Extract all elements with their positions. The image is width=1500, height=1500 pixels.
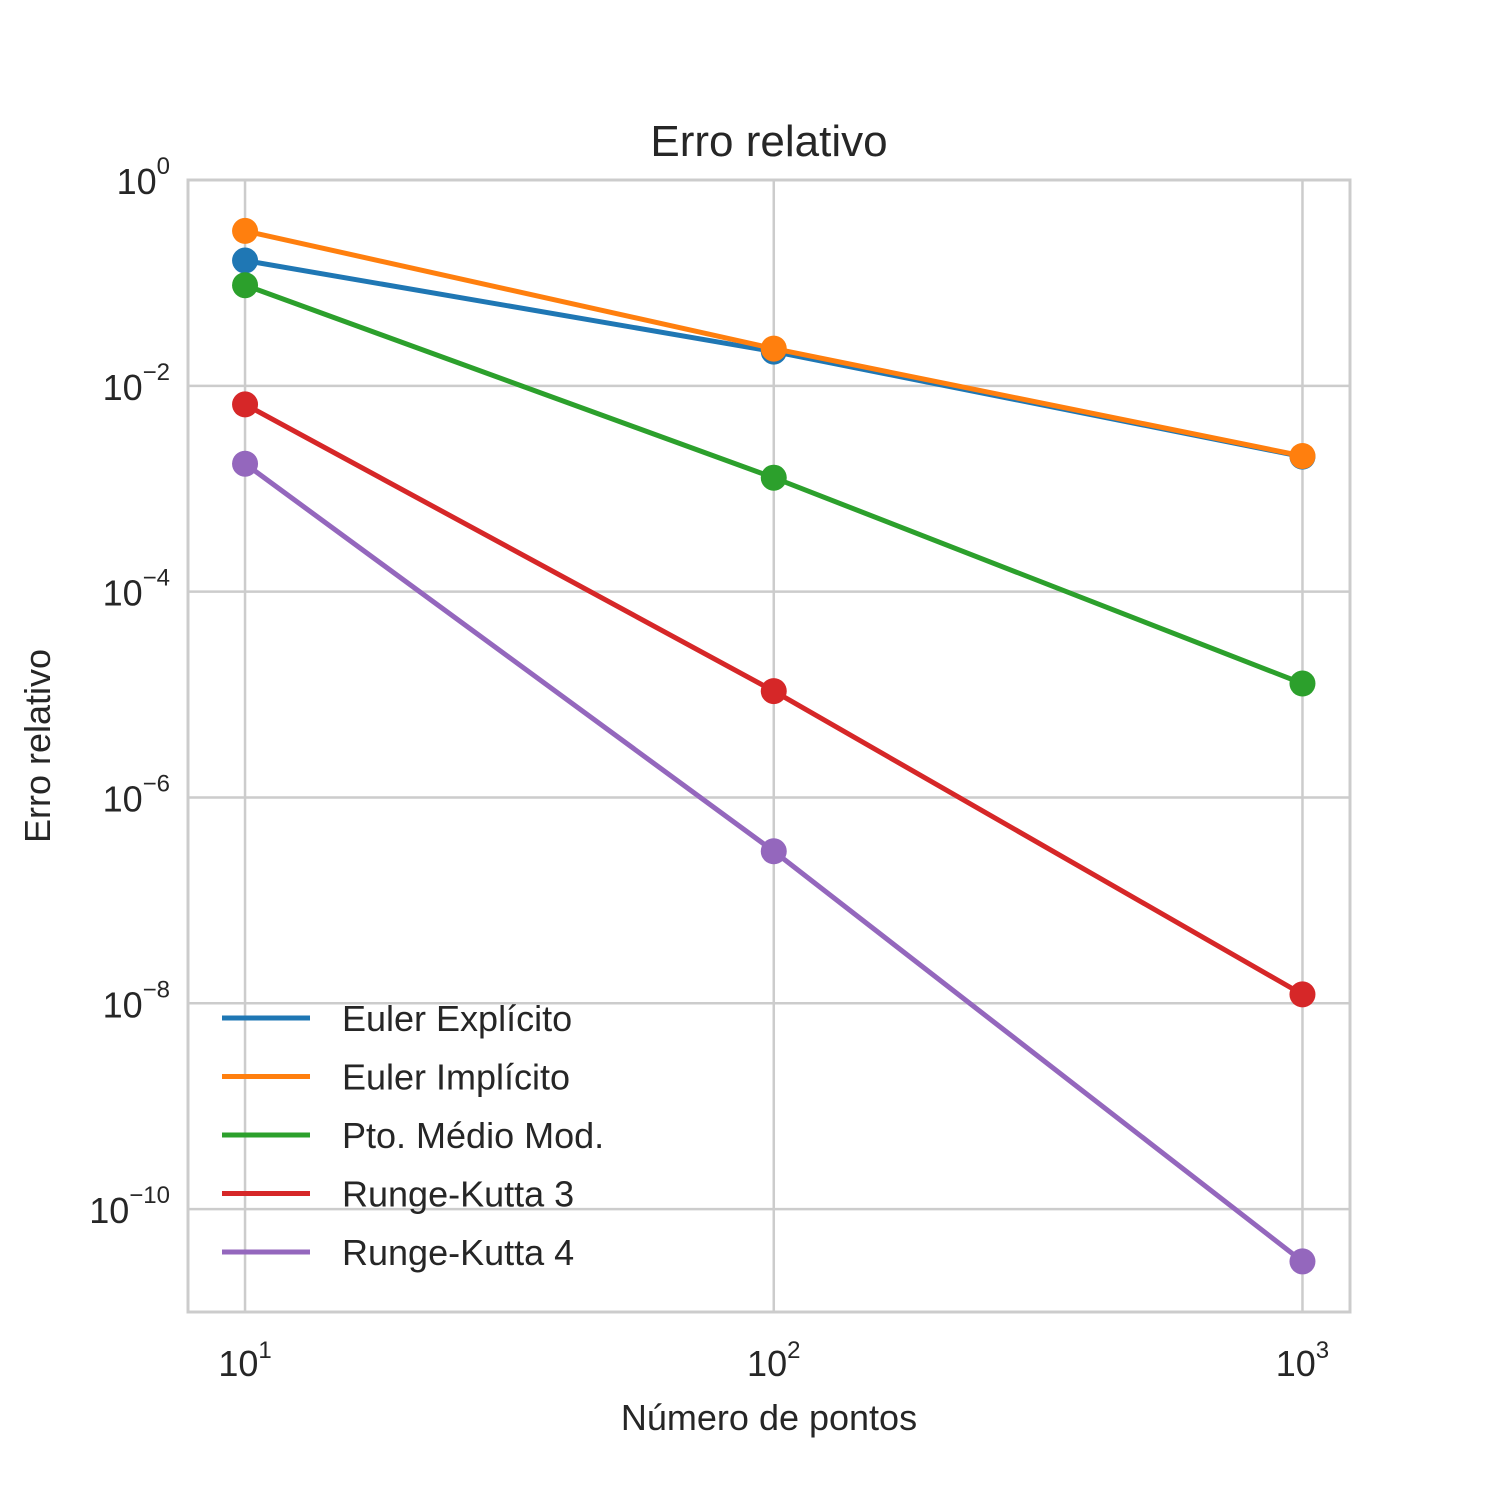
x-tick-labels: 101 102 103 <box>218 1337 1329 1384</box>
legend-label: Euler Implícito <box>342 1057 570 1098</box>
legend-item: Euler Explícito <box>222 998 572 1039</box>
data-point <box>232 217 259 244</box>
y-tick-label: 10−8 <box>103 976 170 1025</box>
data-point <box>760 335 787 362</box>
data-point <box>1289 442 1316 469</box>
y-tick-label: 100 <box>117 153 170 202</box>
y-axis-label: Erro relativo <box>17 649 58 843</box>
data-point <box>1289 1248 1316 1275</box>
y-tick-label: 10−6 <box>103 770 170 819</box>
data-point <box>1289 670 1316 697</box>
series-runge-kutta-4 <box>232 450 1316 1275</box>
y-tick-labels: 100 10−2 10−4 10−6 10−8 10−10 <box>89 153 170 1231</box>
x-tick-label: 103 <box>1276 1337 1329 1384</box>
legend-item: Runge-Kutta 3 <box>222 1174 574 1215</box>
legend-label: Runge-Kutta 4 <box>342 1232 574 1273</box>
y-tick-label: 10−4 <box>103 565 170 614</box>
y-tick-label: 10−10 <box>89 1182 170 1231</box>
legend-item: Runge-Kutta 4 <box>222 1232 574 1273</box>
data-point <box>760 678 787 705</box>
legend-label: Pto. Médio Mod. <box>342 1115 604 1156</box>
data-point <box>232 391 259 418</box>
chart-title: Erro relativo <box>650 117 887 166</box>
x-tick-label: 102 <box>747 1337 800 1384</box>
legend-item: Pto. Médio Mod. <box>222 1115 604 1156</box>
series-layer <box>232 217 1316 1275</box>
legend-item: Euler Implícito <box>222 1057 570 1098</box>
series-runge-kutta-3 <box>232 391 1316 1008</box>
y-tick-label: 10−2 <box>103 359 170 408</box>
legend-label: Runge-Kutta 3 <box>342 1174 574 1215</box>
data-point <box>232 247 259 274</box>
legend-label: Euler Explícito <box>342 998 572 1039</box>
series-pto-medio-mod <box>232 272 1316 697</box>
plot-frame <box>186 178 1352 1314</box>
data-point <box>760 464 787 491</box>
x-axis-label: Número de pontos <box>621 1397 917 1438</box>
series-euler-implicito <box>232 217 1316 469</box>
data-point <box>760 838 787 865</box>
data-point <box>1289 981 1316 1008</box>
x-tick-label: 101 <box>218 1337 271 1384</box>
data-point <box>232 272 259 299</box>
data-point <box>232 450 259 477</box>
legend: Euler Explícito Euler Implícito Pto. Médio… <box>222 998 604 1273</box>
